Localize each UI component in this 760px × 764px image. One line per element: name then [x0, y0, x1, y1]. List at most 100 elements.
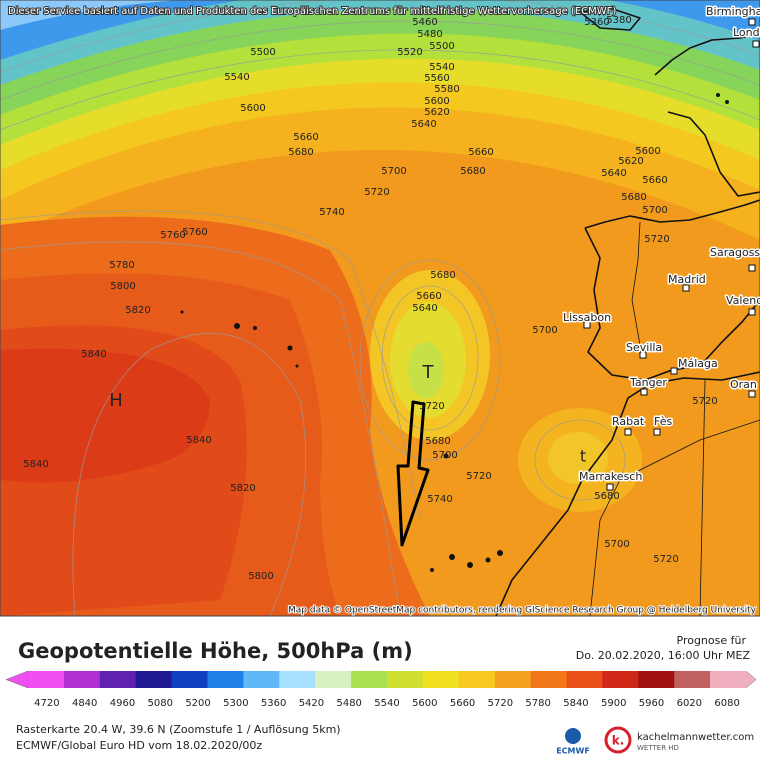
colorbar-segment — [566, 671, 603, 688]
contour-label: 5640 — [411, 119, 436, 130]
colorbar-tick-label: 5200 — [185, 698, 210, 709]
contour-label: 5660 — [293, 132, 318, 143]
colorbar-segment — [494, 671, 532, 688]
contour-label: 5820 — [125, 305, 150, 316]
contour-label: 5780 — [109, 260, 134, 271]
city-marker — [748, 390, 756, 398]
colorbar-segment — [638, 671, 675, 688]
colorbar-segment — [351, 671, 388, 688]
contour-label: 5600 — [635, 146, 660, 157]
colorbar-segment — [279, 671, 316, 688]
city-marker — [624, 428, 632, 436]
colorbar-tick-label: 4720 — [34, 698, 59, 709]
contour-label: 5680 — [430, 270, 455, 281]
contour-label: 5760 — [182, 227, 207, 238]
colorbar-tick-label: 5900 — [601, 698, 626, 709]
contour-label: 5640 — [412, 303, 437, 314]
pressure-center: T — [422, 362, 435, 383]
contour-label: 5520 — [397, 47, 422, 58]
contour-label: 5460 — [412, 17, 437, 28]
city-marker — [639, 351, 647, 359]
city-label: Tanger — [629, 376, 667, 389]
contour-label: 5620 — [424, 107, 449, 118]
colorbar-tick-label: 5480 — [336, 698, 361, 709]
city-marker — [748, 264, 756, 272]
footer-line: Rasterkarte 20.4 W, 39.6 N (Zoomstufe 1 … — [16, 723, 341, 736]
logo-icon-text: k. — [612, 734, 625, 748]
contour-label: 5720 — [419, 401, 444, 412]
city-marker — [583, 321, 591, 329]
colorbar-segment — [422, 671, 460, 688]
contour-label: 5660 — [642, 175, 667, 186]
logo-text: kachelmannwetter.com — [637, 732, 754, 743]
contour-label: 5840 — [23, 459, 48, 470]
pressure-center: t — [580, 447, 586, 466]
colorbar-segment — [171, 671, 208, 688]
colorbar-end — [745, 670, 757, 689]
colorbar-segment — [458, 671, 496, 688]
colorbar-end — [5, 670, 29, 689]
contour-label: 5700 — [532, 325, 557, 336]
contour-label: 5680 — [288, 147, 313, 158]
notice: Dieser Service basiert auf Daten und Pro… — [8, 6, 616, 17]
contour-label: 5540 — [224, 72, 249, 83]
contour-label: 5840 — [186, 435, 211, 446]
forecast-time: Do. 20.02.2020, 16:00 Uhr MEZ — [576, 649, 751, 662]
colorbar-segment — [387, 671, 424, 688]
contour-label: 5740 — [319, 207, 344, 218]
forecast-label: Prognose für — [677, 634, 747, 647]
city-label: Sevilla — [626, 341, 662, 354]
contour-label: 5820 — [230, 483, 255, 494]
contour-label: 5680 — [594, 491, 619, 502]
map — [0, 0, 760, 616]
colorbar-tick-label: 5780 — [525, 698, 550, 709]
contour-label: 5700 — [381, 166, 406, 177]
colorbar-tick-label: 5660 — [450, 698, 475, 709]
attribution: Map data © OpenStreetMap contributors, r… — [288, 606, 757, 616]
colorbar-segment — [28, 671, 65, 688]
contour-label: 5680 — [460, 166, 485, 177]
logo-text: ECMWF — [556, 747, 590, 756]
colorbar-tick-label: 5960 — [639, 698, 664, 709]
city-label: Valenc — [726, 294, 760, 307]
city-marker — [752, 40, 760, 48]
city-marker — [606, 483, 614, 491]
footer-line: ECMWF/Global Euro HD vom 18.02.2020/00z — [16, 739, 262, 752]
colorbar-segment — [207, 671, 244, 688]
contour-label: 5720 — [653, 554, 678, 565]
city-label: Marrakesch — [579, 470, 642, 483]
contour-label: 5600 — [240, 103, 265, 114]
contour-label: 5500 — [250, 47, 275, 58]
pressure-center: H — [109, 390, 123, 411]
city-label: Madrid — [668, 273, 706, 286]
city-marker — [640, 388, 648, 396]
colorbar-segment — [530, 671, 567, 688]
city-label: Lissabon — [563, 311, 611, 324]
colorbar-tick-label: 5080 — [148, 698, 173, 709]
contour-label: 5660 — [416, 291, 441, 302]
contour-label: 5360 — [584, 17, 609, 28]
contour-label: 5640 — [601, 168, 626, 179]
colorbar-segment — [674, 671, 711, 688]
contour-label: 5720 — [644, 234, 669, 245]
city-label: Fès — [654, 415, 672, 428]
colorbar-tick-label: 5540 — [374, 698, 399, 709]
legend-title: Geopotentielle Höhe, 500hPa (m) — [18, 639, 413, 663]
contour-label: 5560 — [424, 73, 449, 84]
contour-label: 5660 — [468, 147, 493, 158]
colorbar-tick-label: 5840 — [563, 698, 588, 709]
contour-label: 5580 — [434, 84, 459, 95]
contour-label: 5700 — [604, 539, 629, 550]
contour-label: 5680 — [621, 192, 646, 203]
colorbar-segment — [710, 671, 747, 688]
colorbar-tick-label: 4840 — [72, 698, 97, 709]
city-marker — [682, 284, 690, 292]
city-label: Oran — [730, 378, 757, 391]
contour-label: 5540 — [429, 62, 454, 73]
colorbar-segment — [99, 671, 137, 688]
city-marker — [670, 367, 678, 375]
contour-label: 5720 — [466, 471, 491, 482]
contour-label: 5700 — [432, 450, 457, 461]
city-marker — [653, 428, 661, 436]
